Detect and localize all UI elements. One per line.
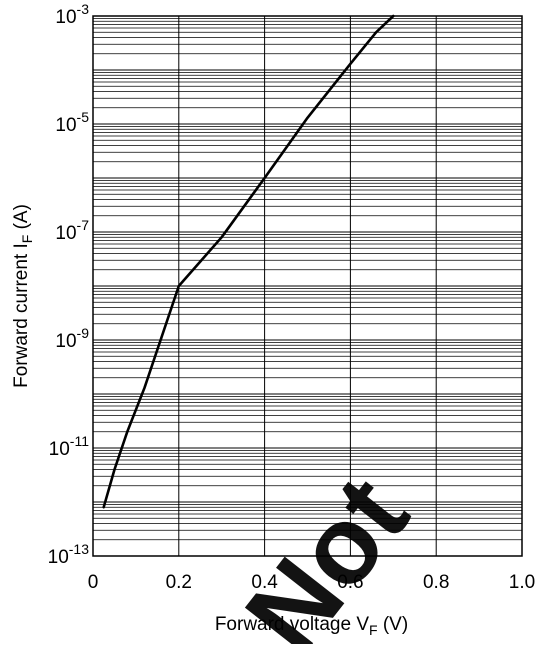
y-tick-label: 10-7 <box>55 217 89 244</box>
y-tick-label: 10-3 <box>55 1 89 28</box>
y-tick-label: 10-9 <box>55 325 89 352</box>
y-tick-label: 10-5 <box>55 109 89 136</box>
x-tick-label: 0.2 <box>166 572 192 593</box>
series-line <box>102 14 395 509</box>
x-axis-label: Forward voltage VF (V) <box>215 614 408 638</box>
grid <box>92 16 523 557</box>
labels: 0 0.2 0.4 0.6 0.8 1.0 10-13 10-11 10-9 10-7 10-5 10… <box>11 1 535 638</box>
y-tick-label: 10-11 <box>49 433 90 460</box>
x-tick-label: 0 <box>88 572 99 593</box>
plot-frame <box>92 15 523 557</box>
series-layer <box>102 14 395 509</box>
x-tick-label: 0.6 <box>337 572 363 593</box>
x-tick-label: 0.8 <box>423 572 449 593</box>
axes <box>92 15 523 557</box>
x-tick-label: 0.4 <box>251 572 278 593</box>
y-tick-label: 10-13 <box>48 541 90 568</box>
x-tick-label: 1.0 <box>509 572 535 593</box>
y-axis-label: Forward current IF (A) <box>11 204 35 388</box>
